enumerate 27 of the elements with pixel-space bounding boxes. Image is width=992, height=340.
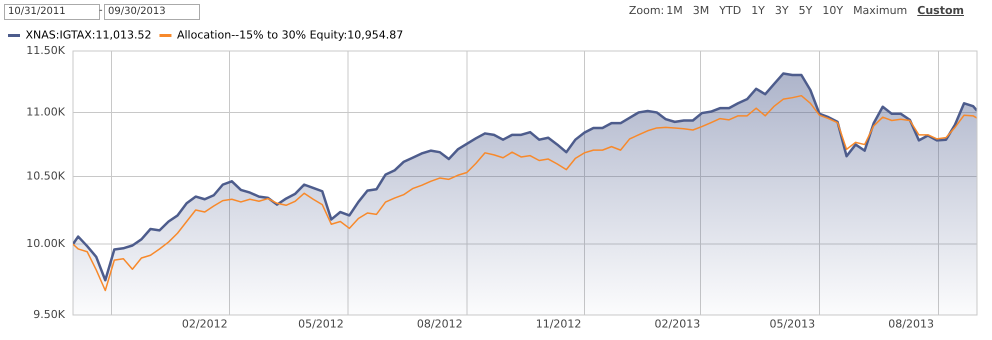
- date-field: 09/30/2013: [104, 4, 200, 20]
- date-field: 10/31/2011: [4, 4, 100, 20]
- x-tick-label: 08/2013: [888, 317, 934, 330]
- x-tick-label: 02/2012: [182, 317, 228, 330]
- x-tick-label: 05/2012: [298, 317, 344, 330]
- text: 5Y: [798, 4, 812, 17]
- y-tick-label: 10.00K: [26, 236, 66, 250]
- text: -: [99, 5, 103, 16]
- text: 10Y: [822, 4, 844, 17]
- legend-label: XNAS:IGTAX:11,013.52: [26, 28, 152, 42]
- y-tick-label: 11.00K: [26, 105, 66, 118]
- y-tick-label: 9.50K: [33, 308, 66, 321]
- x-tick-label: 08/2012: [416, 317, 463, 330]
- text: 3Y: [774, 4, 789, 17]
- x-tick-label: 11/2012: [536, 317, 582, 330]
- text: 1Y: [751, 4, 765, 17]
- text: Zoom:: [628, 4, 664, 17]
- text: 1M: [666, 4, 683, 17]
- text: YTD: [719, 4, 742, 17]
- y-tick-label: 11.50K: [26, 44, 66, 57]
- text: Custom: [917, 4, 964, 17]
- text: Maximum: [853, 4, 908, 17]
- text: 3M: [692, 4, 710, 17]
- x-tick-label: 02/2013: [654, 317, 700, 330]
- x-tick-label: 05/2013: [769, 317, 816, 330]
- legend-label: Allocation--15% to 30% Equity:10,954.87: [176, 28, 404, 42]
- y-tick-label: 10.50K: [26, 170, 66, 183]
